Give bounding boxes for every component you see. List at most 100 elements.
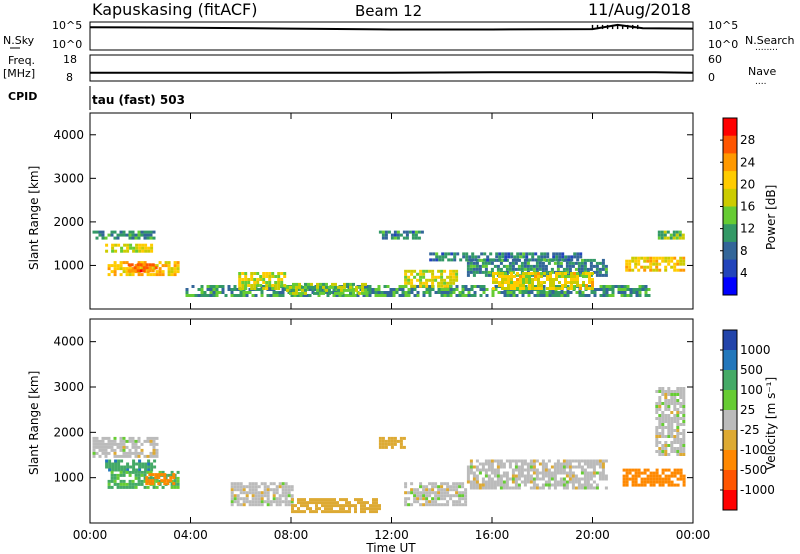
heatmap-cell [399,445,403,449]
heatmap-cell [318,498,321,502]
heatmap-cell [537,255,541,259]
heatmap-cell [116,264,120,268]
heatmap-cell [315,498,318,502]
heatmap-cell [655,268,659,272]
heatmap-cell [126,249,130,253]
heatmap-cell [634,471,638,475]
velocity-colorbar-tick-label: -500 [740,463,767,477]
heatmap-cell [478,483,482,487]
heatmap-cell [676,429,680,432]
heatmap-cell [449,272,453,276]
heatmap-cell [405,233,409,237]
heatmap-cell [378,504,381,508]
heatmap-cell [561,284,564,287]
heatmap-cell [303,498,306,502]
heatmap-cell [495,252,499,256]
heatmap-cell [592,471,596,475]
heatmap-cell [508,267,512,271]
heatmap-cell [492,281,495,284]
heatmap-cell [239,294,243,297]
heatmap-cell [524,291,528,294]
heatmap-cell [484,267,488,271]
heatmap-cell [143,230,147,234]
heatmap-cell [428,500,432,504]
heatmap-cell [247,284,251,287]
heatmap-cell [582,284,585,287]
heatmap-cell [164,261,168,265]
heatmap-cell [679,393,683,396]
heatmap-cell [254,294,258,297]
heatmap-cell [140,451,144,455]
heatmap-cell [152,454,156,458]
heatmap-cell [673,262,677,266]
heatmap-cell [260,294,264,297]
heatmap-cell [449,494,453,498]
heatmap-cell [257,491,261,495]
heatmap-cell [561,258,565,262]
heatmap-cell [509,291,513,294]
heatmap-cell [554,294,558,297]
heatmap-cell [312,510,315,514]
heatmap-cell [655,256,659,260]
heatmap-cell [287,488,291,492]
heatmap-cell [635,291,639,294]
heatmap-cell [605,291,609,294]
heatmap-cell [493,264,497,268]
heatmap-cell [525,278,528,281]
heatmap-cell [440,488,444,492]
heatmap-cell [558,255,562,259]
heatmap-cell [378,436,382,440]
heatmap-cell [361,291,364,295]
heatmap-cell [493,480,497,484]
heatmap-cell [125,451,129,455]
heatmap-cell [369,507,372,511]
heatmap-cell [155,451,159,455]
heatmap-cell [570,275,573,278]
heatmap-cell [526,468,530,472]
heatmap-cell [511,477,515,481]
heatmap-cell [632,288,636,291]
heatmap-cell [247,278,251,281]
heatmap-cell [506,294,510,297]
heatmap-cell [256,278,260,281]
heatmap-cell [637,468,641,472]
heatmap-cell [401,288,405,291]
heatmap-cell [655,474,659,478]
heatmap-cell [407,294,411,297]
heatmap-cell [295,288,298,292]
heatmap-cell [582,281,585,284]
heatmap-cell [402,230,406,234]
heatmap-cell [265,281,269,284]
heatmap-cell [529,474,533,478]
heatmap-cell [422,491,426,495]
heatmap-cell [452,500,456,504]
time-x-axis: 00:00 04:00 08:00 12:00 16:00 20:00 00:00 [73,113,710,542]
heatmap-cell [491,294,495,297]
heatmap-cell [646,468,650,472]
heatmap-cell [151,482,155,486]
heatmap-cell [440,485,444,489]
heatmap-cell [111,465,115,469]
heatmap-cell [342,510,345,514]
heatmap-cell [440,503,444,507]
heatmap-cell [658,447,662,450]
heatmap-cell [535,264,539,268]
heatmap-cell [573,275,576,278]
heatmap-cell [176,482,180,486]
heatmap-cell [437,491,441,495]
heatmap-cell [501,252,505,256]
heatmap-cell [256,284,260,287]
heatmap-cell [571,264,575,268]
heatmap-cell [560,291,564,294]
heatmap-cell [595,267,599,271]
heatmap-cell [644,294,648,297]
heatmap-cell [242,503,246,507]
heatmap-cell [581,291,585,294]
heatmap-cell [449,488,453,492]
heatmap-cell [517,471,521,475]
heatmap-cell [541,264,545,268]
heatmap-cell [404,269,408,273]
heatmap-cell [679,259,683,263]
heatmap-cell [625,262,629,266]
heatmap-cell [517,459,521,463]
